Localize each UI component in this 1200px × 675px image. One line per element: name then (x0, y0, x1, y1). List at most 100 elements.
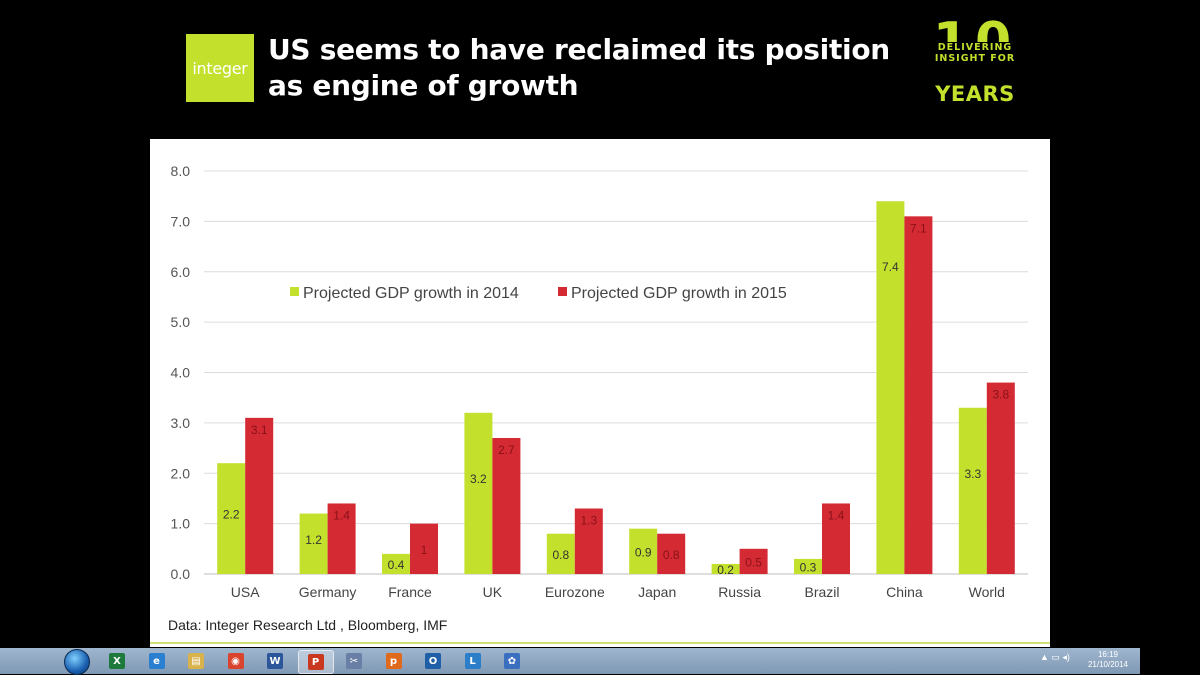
data-label: 1.3 (580, 514, 597, 528)
file-explorer-icon: ▤ (188, 653, 204, 669)
clock[interactable]: 16:19 21/10/2014 (1086, 650, 1130, 670)
y-tick-label: 5.0 (171, 314, 191, 330)
y-tick-label: 0.0 (171, 566, 191, 582)
badge-line-3: YEARS (935, 82, 1015, 106)
y-tick-label: 6.0 (171, 264, 191, 280)
bar-2014 (299, 513, 328, 574)
x-tick-label: World (969, 584, 1005, 600)
bar-2015 (245, 417, 274, 574)
y-tick-label: 2.0 (171, 465, 191, 481)
bar-2015 (574, 508, 603, 574)
data-label: 0.2 (717, 563, 734, 577)
anniversary-badge: 10 DELIVERING INSIGHT FOR YEARS (930, 16, 1020, 112)
slide-title: US seems to have reclaimed its position … (268, 33, 890, 102)
badge-line-2: INSIGHT FOR (930, 53, 1020, 65)
bar-2014 (794, 558, 822, 574)
legend-label: Projected GDP growth in 2015 (571, 285, 787, 302)
bar-2015 (904, 216, 933, 574)
taskbar-file-explorer-button[interactable]: ▤ (179, 650, 213, 672)
taskbar-powerpoint-button[interactable]: P (297, 650, 334, 674)
data-label: 7.4 (882, 260, 899, 274)
bar-chart: 0.0 1.0 2.0 3.0 4.0 5.0 6.0 7.0 8.0 2.2 3.1 USA 1.2 1… (171, 163, 1028, 600)
data-label: 0.8 (552, 548, 569, 562)
data-label: 1.2 (305, 533, 322, 547)
legend-swatch (558, 287, 567, 296)
taskbar-word-button[interactable]: W (258, 650, 292, 672)
bar-2014 (464, 412, 493, 574)
x-tick-label: USA (231, 584, 260, 600)
y-tick-label: 4.0 (171, 365, 191, 381)
data-label: 0.3 (800, 560, 817, 574)
data-label: 3.2 (470, 472, 487, 486)
bar-2014 (876, 201, 905, 574)
powerpoint-icon: P (307, 654, 324, 670)
bar-2015 (657, 533, 686, 574)
x-tick-label: Russia (718, 584, 761, 600)
taskbar-prezi-button[interactable]: p (377, 650, 411, 672)
chrome-icon: ◉ (227, 653, 244, 669)
internet-explorer-icon: e (148, 653, 165, 669)
excel-icon: X (109, 653, 125, 669)
data-label: 3.1 (251, 423, 268, 437)
x-tick-label: China (886, 584, 923, 600)
data-label: 0.9 (635, 545, 652, 559)
outlook-icon: O (425, 653, 441, 669)
tray-icons[interactable]: ▲ ▭ ◂) (1040, 652, 1070, 662)
bar-2014 (217, 463, 246, 574)
x-tick-label: Eurozone (545, 584, 605, 600)
data-label: 0.4 (388, 558, 405, 572)
bar-2015 (986, 382, 1015, 574)
x-tick-label: Japan (638, 584, 676, 600)
lync-icon: L (464, 653, 481, 669)
taskbar-excel-button[interactable]: X (100, 650, 134, 672)
y-tick-label: 7.0 (171, 213, 191, 229)
data-label: 3.8 (992, 388, 1009, 402)
taskbar-settings-button[interactable]: ✿ (495, 650, 529, 672)
taskbar-lync-button[interactable]: L (456, 650, 490, 672)
chart-panel: 0.0 1.0 2.0 3.0 4.0 5.0 6.0 7.0 8.0 2.2 3.1 USA 1.2 1… (150, 139, 1050, 647)
taskbar-internet-explorer-button[interactable]: e (140, 650, 174, 672)
logo: integer (186, 34, 254, 102)
word-icon: W (267, 653, 283, 669)
data-label: 2.7 (498, 443, 515, 457)
data-label: 1.4 (333, 508, 350, 522)
data-label: 3.3 (964, 467, 981, 481)
start-button[interactable] (64, 649, 90, 675)
data-label: 0.8 (663, 548, 680, 562)
panel-divider (150, 642, 1050, 644)
clock-time: 16:19 (1097, 650, 1119, 659)
logo-text: integer (192, 58, 248, 78)
bar-2014 (629, 528, 658, 574)
clock-date: 21/10/2014 (1087, 660, 1129, 669)
snipping-icon: ✂ (346, 653, 362, 669)
settings-icon: ✿ (504, 653, 520, 669)
badge-line-1: DELIVERING (930, 42, 1020, 54)
x-tick-label: Germany (299, 584, 357, 600)
x-tick-label: Brazil (804, 584, 839, 600)
bar-2014 (958, 407, 987, 574)
y-tick-label: 8.0 (171, 163, 191, 179)
x-tick-label: France (388, 584, 432, 600)
source-note: Data: Integer Research Ltd , Bloomberg, … (168, 617, 448, 633)
data-label: 1 (421, 543, 428, 557)
bar-2015 (739, 548, 768, 574)
bar-2015 (410, 523, 438, 574)
legend-swatch (290, 287, 299, 296)
bar-2014 (711, 563, 740, 574)
bar-2015 (492, 437, 521, 574)
prezi-icon: p (385, 653, 402, 669)
taskbar-outlook-button[interactable]: O (416, 650, 450, 672)
data-label: 7.1 (910, 221, 927, 235)
screen-edge (1140, 648, 1200, 674)
bar-2014 (546, 533, 575, 574)
taskbar-snipping-button[interactable]: ✂ (337, 650, 371, 672)
bar-2014 (382, 553, 410, 574)
taskbar-chrome-button[interactable]: ◉ (219, 650, 253, 672)
legend-label: Projected GDP growth in 2014 (303, 285, 519, 302)
data-label: 1.4 (828, 508, 845, 522)
data-label: 2.2 (223, 508, 240, 522)
data-label: 0.5 (745, 555, 762, 569)
y-tick-label: 3.0 (171, 415, 191, 431)
bar-2015 (327, 503, 356, 574)
